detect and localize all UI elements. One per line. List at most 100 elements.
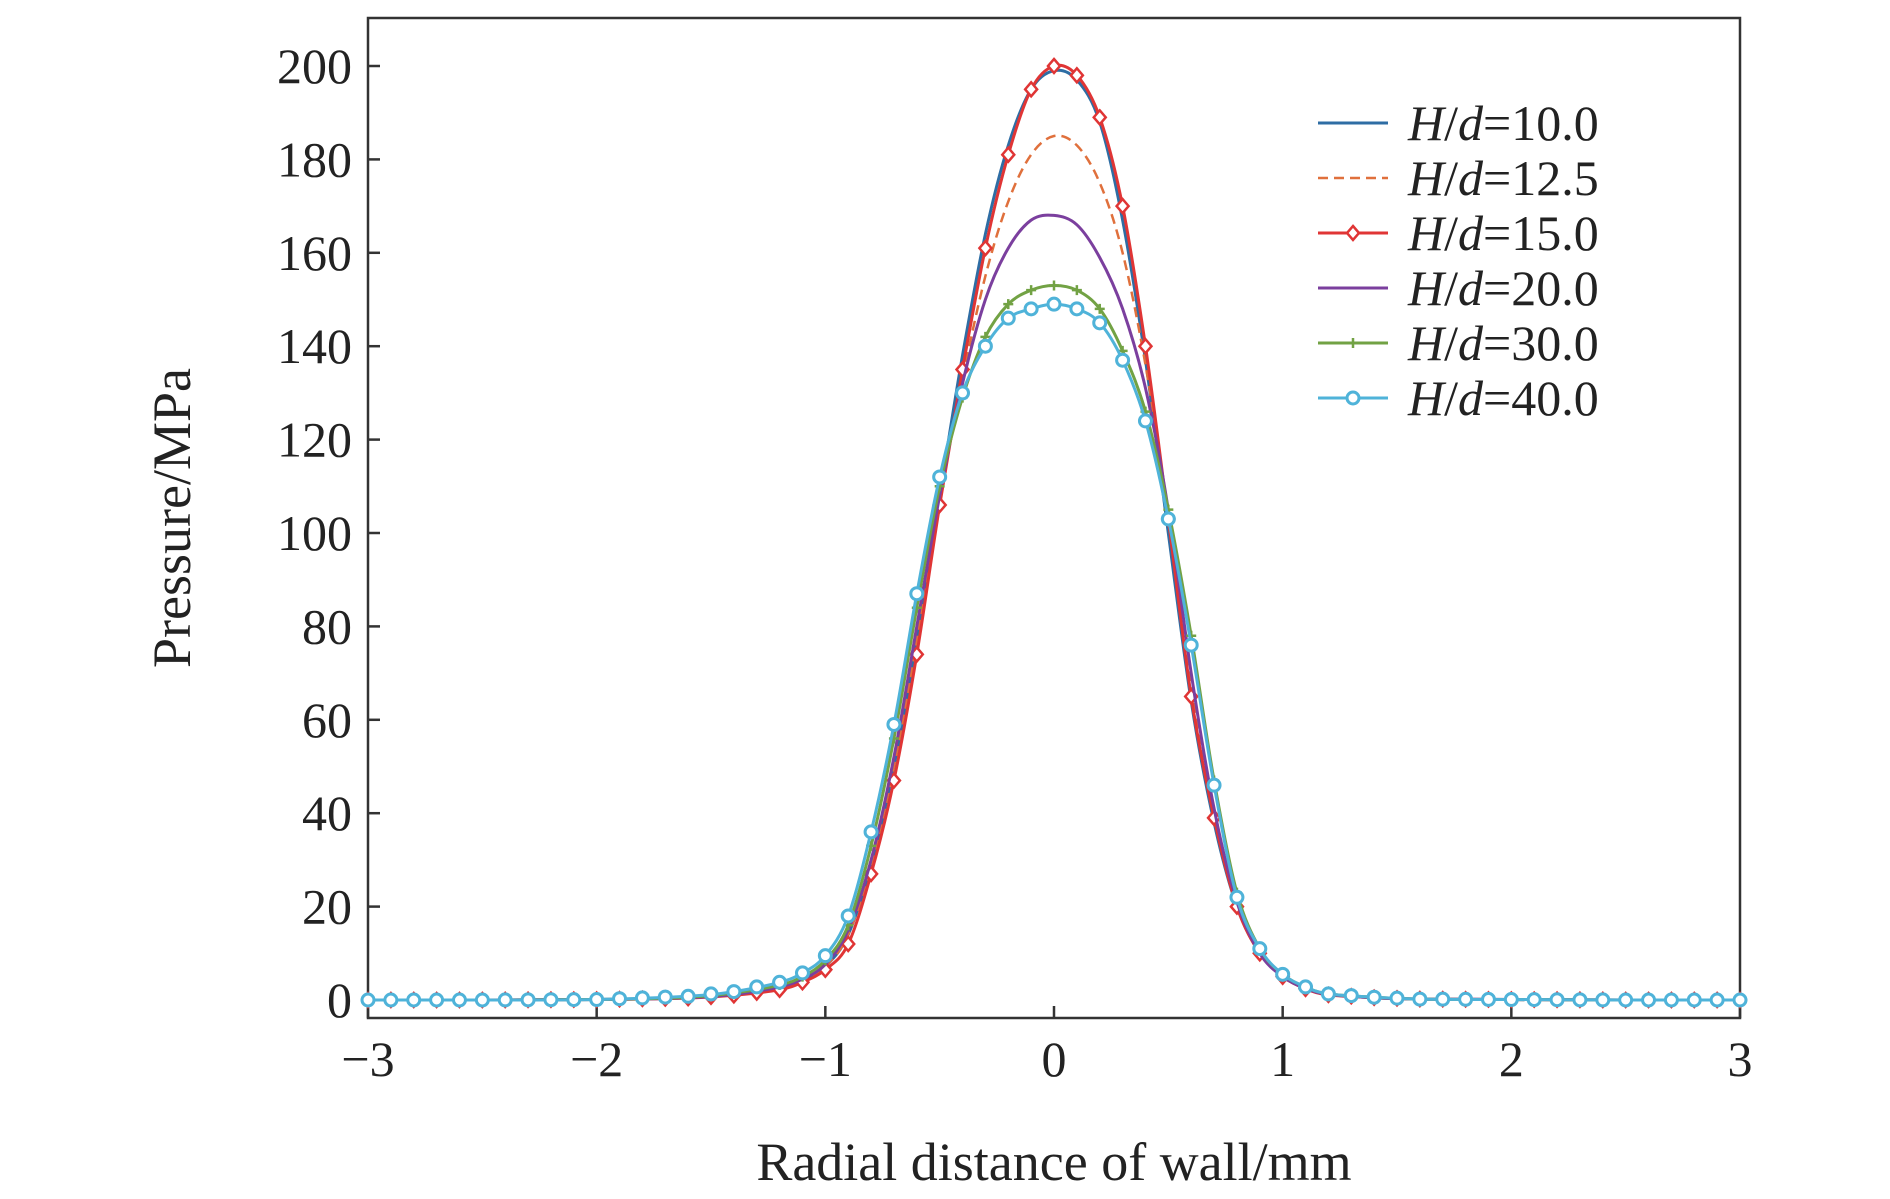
series-marker (566, 992, 582, 1008)
y-tick-label: 80 (302, 598, 352, 654)
legend-marker (1345, 390, 1361, 406)
series-marker (612, 991, 628, 1007)
legend-label-h: H (1407, 260, 1447, 316)
legend-label-value: =12.5 (1483, 150, 1599, 206)
series-marker (1320, 986, 1336, 1002)
series-marker (497, 992, 513, 1008)
series-marker (749, 979, 765, 995)
series-marker (1092, 315, 1108, 331)
series-marker (703, 986, 719, 1002)
series-marker (1206, 777, 1222, 793)
series-marker (1000, 145, 1016, 164)
series-marker (1160, 511, 1176, 527)
y-tick-label: 0 (327, 972, 352, 1028)
series-marker (932, 469, 948, 485)
series-marker (840, 908, 856, 924)
series-marker (1092, 108, 1108, 127)
legend-item: H/d=30.0 (1318, 315, 1599, 371)
series-marker (726, 984, 742, 1000)
x-axis-title: Radial distance of wall/mm (756, 1132, 1351, 1192)
y-tick-label: 140 (277, 318, 352, 374)
x-tick-label: −1 (799, 1031, 852, 1087)
x-tick-label: 2 (1499, 1031, 1524, 1087)
series-marker (1206, 808, 1222, 827)
series-marker (1137, 337, 1154, 356)
series-marker (1435, 991, 1451, 1007)
series-marker (589, 992, 605, 1008)
legend-label-value: =20.0 (1483, 260, 1599, 316)
series-marker (360, 992, 376, 1008)
legend-label-d: d (1458, 150, 1484, 206)
legend-label-sep: / (1444, 315, 1458, 371)
series-marker (1458, 991, 1474, 1007)
series-marker (1549, 992, 1565, 1008)
series-marker (657, 989, 673, 1005)
legend-label-d: d (1458, 95, 1484, 151)
series-marker (1069, 66, 1085, 85)
legend-label-sep: / (1444, 95, 1458, 151)
series-marker (1732, 992, 1748, 1008)
series-marker (1343, 988, 1359, 1004)
legend-label: H/d=20.0 (1407, 260, 1599, 316)
y-tick-label: 200 (277, 38, 352, 94)
series-marker (886, 716, 902, 732)
series-marker (1114, 197, 1131, 216)
y-tick-label: 180 (277, 131, 352, 187)
legend-item: H/d=10.0 (1318, 95, 1599, 151)
series-marker (406, 992, 422, 1008)
series-marker (1046, 57, 1062, 75)
legend-marker (1345, 224, 1361, 242)
legend-label-sep: / (1444, 260, 1458, 316)
series-marker (1023, 80, 1039, 99)
series-marker (977, 239, 994, 258)
series-marker (1275, 966, 1291, 982)
series-marker (772, 974, 788, 990)
series-marker (1298, 979, 1314, 995)
series-marker (909, 586, 925, 602)
series-marker (1229, 889, 1245, 905)
series-marker (1618, 992, 1634, 1008)
y-axis-title: Pressure/MPa (142, 368, 202, 668)
legend-label-d: d (1458, 205, 1484, 261)
series-marker (543, 992, 559, 1008)
x-tick-label: 3 (1728, 1031, 1753, 1087)
series-marker (1003, 299, 1014, 310)
legend-label-d: d (1458, 370, 1484, 426)
series-marker (1023, 301, 1039, 317)
legend: H/d=10.0H/d=12.5H/d=15.0H/d=20.0H/d=30.0… (1318, 95, 1599, 426)
legend-label-sep: / (1444, 150, 1458, 206)
legend-label-h: H (1407, 95, 1447, 151)
series-marker (794, 965, 810, 981)
legend-item: H/d=15.0 (1318, 205, 1599, 261)
legend-label: H/d=10.0 (1407, 95, 1599, 151)
series-marker (1000, 310, 1016, 326)
series-marker (1069, 301, 1085, 317)
series-marker (1526, 992, 1542, 1008)
legend-label-value: =30.0 (1483, 315, 1599, 371)
legend-item: H/d=40.0 (1318, 370, 1599, 426)
series-marker (1412, 991, 1428, 1007)
legend-label-h: H (1407, 370, 1447, 426)
axis-ticks: −3 −2 −1 0 1 2 3 0 20 40 60 80 100 120 140 160 180 200 (277, 38, 1753, 1087)
y-tick-label: 20 (302, 879, 352, 935)
legend-label-h: H (1407, 315, 1447, 371)
series-marker (1046, 296, 1062, 312)
series-marker (680, 988, 696, 1004)
legend-marker (1348, 338, 1358, 348)
series-marker (1049, 280, 1059, 291)
series-marker (383, 992, 399, 1008)
series-layer (360, 57, 1748, 1009)
series-marker (1709, 992, 1725, 1008)
series-marker (1071, 285, 1082, 296)
x-tick-label: 1 (1270, 1031, 1295, 1087)
legend-label: H/d=15.0 (1407, 205, 1599, 261)
series-marker (1503, 992, 1519, 1008)
legend-label-sep: / (1444, 370, 1458, 426)
series-marker (817, 948, 833, 964)
x-tick-label: −2 (570, 1031, 623, 1087)
y-tick-label: 40 (302, 785, 352, 841)
series-marker (429, 992, 445, 1008)
legend-label-sep: / (1444, 205, 1458, 261)
legend-label-value: =10.0 (1483, 95, 1599, 151)
series-marker (1572, 992, 1588, 1008)
